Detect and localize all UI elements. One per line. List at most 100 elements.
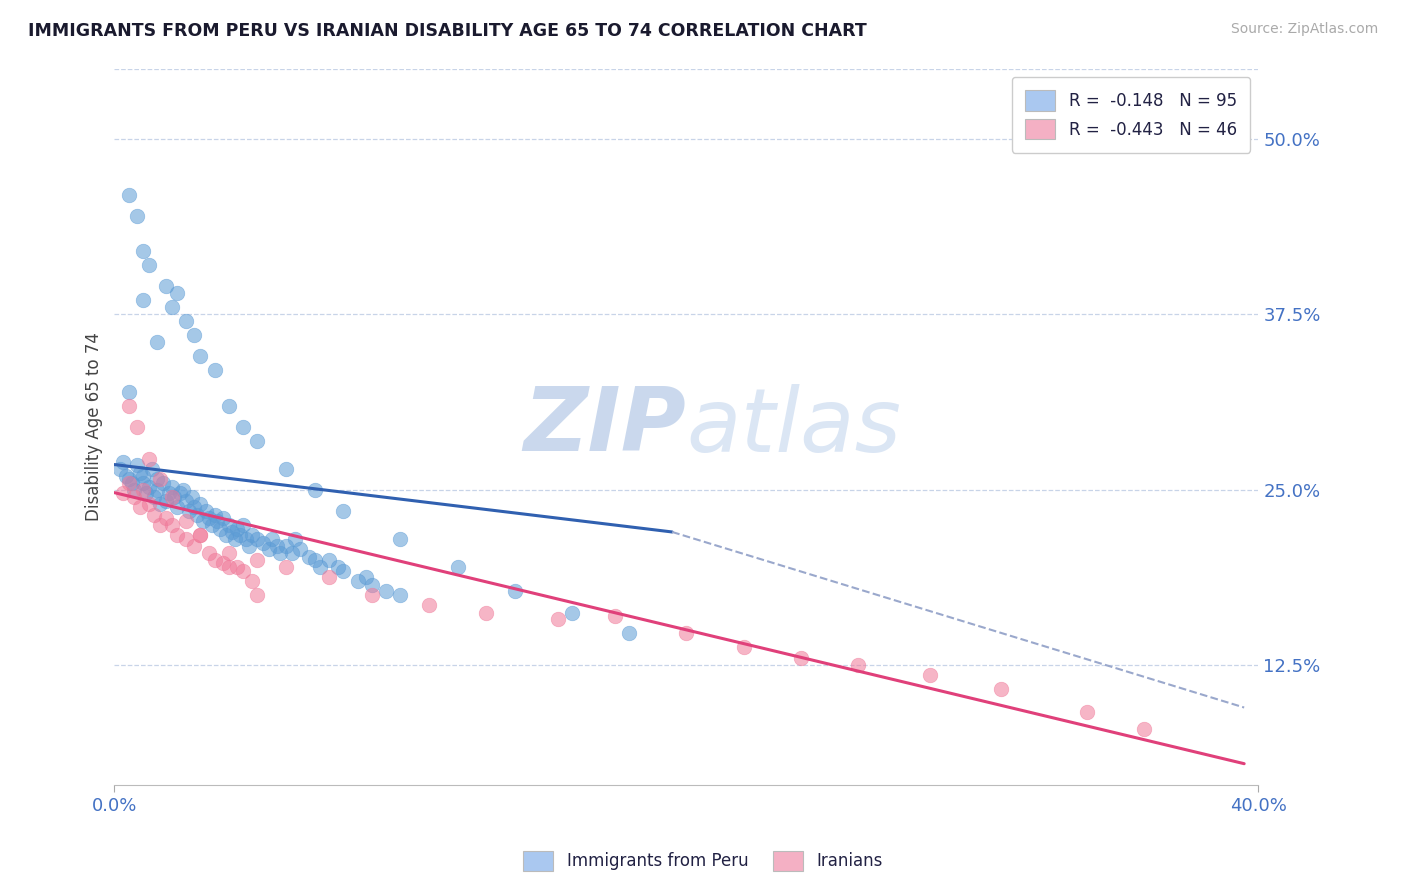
Point xyxy=(174,514,197,528)
Point xyxy=(229,528,252,542)
Point xyxy=(129,500,152,514)
Point xyxy=(129,466,152,480)
Point xyxy=(118,399,141,413)
Point xyxy=(212,511,235,525)
Point xyxy=(232,518,254,533)
Point xyxy=(204,508,226,522)
Point xyxy=(561,607,583,621)
Point xyxy=(475,607,498,621)
Point xyxy=(252,536,274,550)
Point xyxy=(346,574,368,588)
Point xyxy=(619,626,641,640)
Point xyxy=(127,209,149,223)
Point xyxy=(194,504,217,518)
Point xyxy=(124,490,146,504)
Point xyxy=(118,188,141,202)
Point xyxy=(188,528,211,542)
Point xyxy=(298,550,321,565)
Point xyxy=(218,518,240,533)
Point xyxy=(174,494,197,508)
Point xyxy=(246,588,269,602)
Point xyxy=(166,500,188,514)
Point xyxy=(503,583,526,598)
Point xyxy=(221,524,243,539)
Point xyxy=(204,363,226,377)
Point xyxy=(215,528,238,542)
Point xyxy=(163,490,186,504)
Text: Source: ZipAtlas.com: Source: ZipAtlas.com xyxy=(1230,22,1378,37)
Point xyxy=(290,541,312,556)
Point xyxy=(209,522,232,536)
Point xyxy=(326,560,349,574)
Point xyxy=(166,528,188,542)
Point xyxy=(918,668,941,682)
Point xyxy=(418,598,440,612)
Point xyxy=(135,485,157,500)
Point xyxy=(1133,722,1156,736)
Point xyxy=(118,472,141,486)
Point xyxy=(846,658,869,673)
Point xyxy=(157,485,180,500)
Point xyxy=(172,483,194,497)
Point xyxy=(246,553,269,567)
Legend: R =  -0.148   N = 95, R =  -0.443   N = 46: R = -0.148 N = 95, R = -0.443 N = 46 xyxy=(1012,77,1250,153)
Point xyxy=(603,609,626,624)
Point xyxy=(1076,705,1098,719)
Point xyxy=(111,455,134,469)
Point xyxy=(226,560,249,574)
Point xyxy=(790,651,813,665)
Point xyxy=(284,532,307,546)
Point xyxy=(132,468,155,483)
Point xyxy=(269,546,291,560)
Point xyxy=(138,480,160,494)
Point xyxy=(111,485,134,500)
Point xyxy=(124,483,146,497)
Point xyxy=(218,560,240,574)
Point xyxy=(132,244,155,258)
Point xyxy=(155,494,177,508)
Point xyxy=(174,532,197,546)
Point xyxy=(160,490,183,504)
Point xyxy=(212,556,235,570)
Point xyxy=(141,462,163,476)
Point xyxy=(155,511,177,525)
Point xyxy=(115,468,138,483)
Point xyxy=(389,588,412,602)
Point xyxy=(246,532,269,546)
Point xyxy=(132,475,155,490)
Point xyxy=(207,514,229,528)
Legend: Immigrants from Peru, Iranians: Immigrants from Peru, Iranians xyxy=(515,842,891,880)
Point xyxy=(547,612,569,626)
Point xyxy=(304,553,326,567)
Point xyxy=(174,314,197,328)
Point xyxy=(389,532,412,546)
Point xyxy=(149,518,172,533)
Point xyxy=(149,497,172,511)
Point xyxy=(152,475,174,490)
Point xyxy=(169,485,191,500)
Point xyxy=(143,508,166,522)
Point xyxy=(375,583,398,598)
Point xyxy=(218,546,240,560)
Point xyxy=(188,350,211,364)
Point xyxy=(246,434,269,448)
Point xyxy=(146,472,169,486)
Point xyxy=(198,511,221,525)
Point xyxy=(108,462,131,476)
Point xyxy=(138,497,160,511)
Point xyxy=(166,286,188,301)
Point xyxy=(360,578,382,592)
Point xyxy=(160,300,183,314)
Point xyxy=(446,560,468,574)
Point xyxy=(318,553,340,567)
Point xyxy=(274,539,297,553)
Point xyxy=(990,682,1012,697)
Point xyxy=(186,508,208,522)
Point xyxy=(201,518,224,533)
Point xyxy=(121,475,143,490)
Point xyxy=(304,483,326,497)
Point xyxy=(138,258,160,272)
Point xyxy=(232,419,254,434)
Point xyxy=(146,483,169,497)
Point xyxy=(160,518,183,533)
